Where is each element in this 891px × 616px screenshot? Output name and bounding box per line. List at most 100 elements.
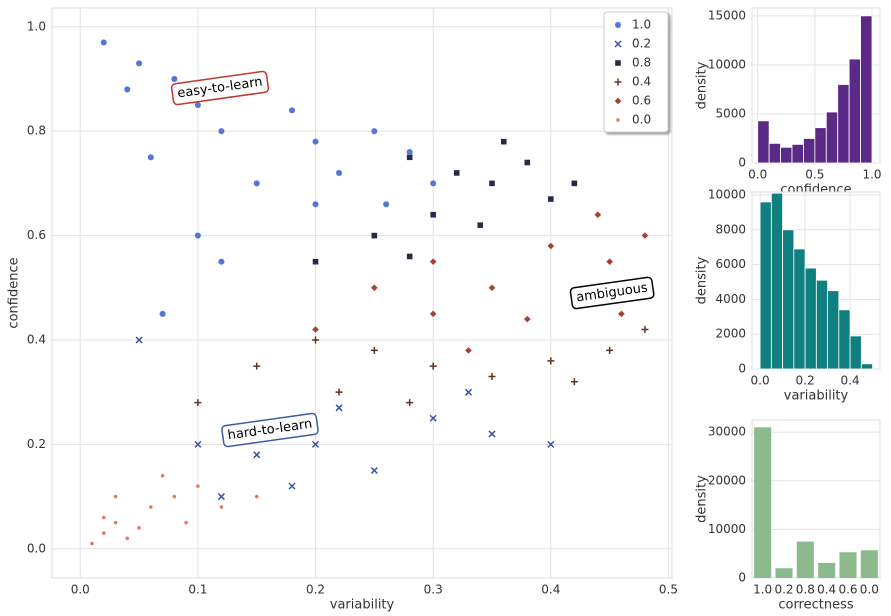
annotation-box	[569, 276, 655, 310]
legend-label: 0.6	[632, 94, 651, 108]
bar	[860, 550, 878, 578]
point	[159, 310, 166, 318]
point	[617, 310, 626, 318]
point	[429, 257, 437, 266]
point	[312, 138, 319, 146]
x-tick-label: 0.2	[796, 374, 815, 388]
point	[217, 493, 225, 501]
point	[464, 388, 473, 396]
y-axis-label: density	[695, 61, 710, 109]
x-tick-label: 0.5	[659, 583, 678, 597]
point	[547, 357, 555, 365]
point	[335, 388, 343, 396]
point	[429, 179, 437, 187]
point	[253, 451, 261, 459]
point	[311, 325, 320, 334]
point	[594, 210, 602, 219]
y-tick-label: 15000	[708, 8, 746, 22]
point	[488, 430, 496, 438]
point	[100, 39, 108, 46]
bar	[759, 201, 772, 370]
point	[429, 414, 437, 422]
bar	[782, 229, 795, 370]
y-tick-label: 8000	[715, 222, 746, 236]
point	[311, 440, 320, 448]
y-tick-label: 0.0	[27, 541, 46, 555]
point	[335, 404, 343, 412]
point	[183, 520, 189, 525]
point	[606, 346, 614, 354]
bar	[803, 138, 816, 164]
legend-label: 0.8	[632, 56, 651, 70]
legend-label: 0.0	[632, 113, 651, 127]
x-tick-label: 0.0	[748, 168, 767, 182]
x-tick-label: 0.1	[188, 583, 207, 597]
point	[641, 231, 649, 240]
point	[429, 211, 437, 218]
y-tick-label: 0	[738, 156, 746, 170]
legend-marker	[614, 59, 622, 67]
point	[113, 494, 118, 499]
y-tick-label: 0.4	[27, 332, 46, 346]
legend-label: 1.0	[632, 18, 651, 32]
x-axis-label: variability	[330, 598, 395, 613]
legend-label: 0.2	[632, 37, 651, 51]
point	[488, 283, 496, 292]
legend-marker	[614, 21, 622, 29]
bar	[818, 562, 836, 578]
point	[371, 232, 378, 239]
x-tick-label: 0.8	[796, 583, 815, 597]
x-tick-label: 1.0	[753, 583, 772, 597]
point	[477, 221, 484, 229]
y-tick-label: 10000	[708, 522, 746, 536]
point	[170, 75, 178, 83]
point	[253, 362, 261, 370]
legend-marker	[615, 117, 621, 123]
point	[218, 258, 225, 266]
y-tick-label: 0	[738, 571, 746, 585]
bar	[839, 552, 857, 578]
bar	[849, 335, 862, 370]
point	[148, 504, 154, 510]
y-tick-label: 2000	[715, 327, 746, 341]
point	[113, 520, 118, 525]
x-tick-label: 0.4	[841, 374, 860, 388]
bar	[815, 279, 828, 370]
plot-area	[51, 7, 673, 579]
point	[253, 179, 261, 187]
point	[160, 473, 165, 478]
point	[89, 541, 95, 546]
point	[194, 101, 202, 109]
point	[101, 515, 106, 520]
x-tick-label: 0.4	[541, 583, 560, 597]
y-tick-label: 0	[738, 362, 746, 376]
point	[570, 378, 578, 386]
x-tick-label: 0.2	[306, 583, 325, 597]
x-axis-label: correctness	[778, 598, 854, 613]
y-tick-label: 0.8	[27, 124, 46, 138]
point	[254, 494, 259, 499]
x-tick-label: 0.2	[774, 583, 793, 597]
bar	[837, 84, 850, 164]
point	[195, 483, 201, 489]
point	[429, 310, 437, 318]
point	[488, 373, 496, 381]
bar	[793, 248, 806, 370]
y-tick-label: 10000	[708, 57, 746, 71]
bar	[775, 568, 793, 578]
point	[547, 440, 555, 448]
bar	[825, 111, 839, 164]
bar	[791, 143, 804, 164]
bar	[860, 15, 873, 164]
point	[218, 127, 225, 135]
annotation-box	[170, 70, 270, 106]
point	[370, 127, 378, 135]
point	[523, 315, 532, 323]
bar	[757, 120, 770, 164]
point	[172, 494, 177, 499]
y-tick-label: 30000	[708, 425, 746, 439]
x-tick-label: 0.6	[838, 583, 857, 597]
point	[464, 346, 473, 355]
bar	[768, 142, 781, 164]
